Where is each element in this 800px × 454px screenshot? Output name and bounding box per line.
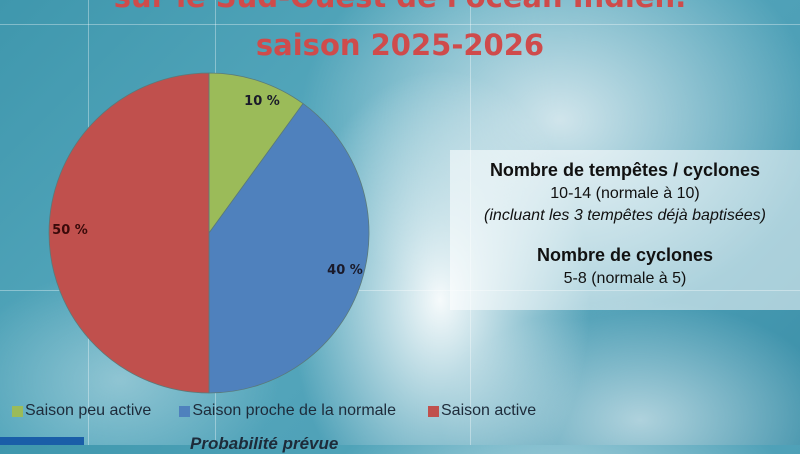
legend-swatch [12, 405, 23, 417]
chart-title-line1: sur le Sud-Ouest de l'océan Indien. [0, 0, 800, 14]
legend-swatch [428, 405, 439, 417]
data-label: 50 % [52, 223, 88, 238]
cyclones-heading: Nombre de cyclones [536, 245, 714, 265]
chart-caption: Probabilité prévue [190, 434, 339, 453]
logo-bar [0, 437, 84, 445]
legend-item: Saison peu active [12, 402, 151, 420]
chart-title-line2: saison 2025-2026 [255, 28, 545, 62]
storms-value: 10-14 (normale à 10) [550, 185, 700, 202]
pie-slice-1 [208, 72, 304, 235]
storms-note: (incluant les 3 tempêtes déjà baptisées) [484, 207, 766, 224]
legend-item: Saison active [428, 402, 536, 420]
legend-swatch [179, 405, 191, 417]
pie-slice-3 [48, 72, 210, 394]
data-label: 10 % [244, 94, 280, 109]
legend-label: Saison active [441, 402, 537, 419]
legend: Saison peu active Saison proche de la no… [12, 402, 536, 420]
data-label: 40 % [327, 263, 363, 278]
storms-heading: Nombre de tempêtes / cyclones [489, 160, 761, 180]
forecast-info-panel: Nombre de tempêtes / cyclones 10-14 (nor… [450, 150, 800, 310]
legend-label: Saison proche de la normale [192, 402, 396, 419]
pie-slice-2 [208, 102, 370, 394]
cyclones-value: 5-8 (normale à 5) [563, 270, 687, 287]
legend-item: Saison proche de la normale [179, 402, 396, 420]
legend-label: Saison peu active [25, 402, 152, 419]
